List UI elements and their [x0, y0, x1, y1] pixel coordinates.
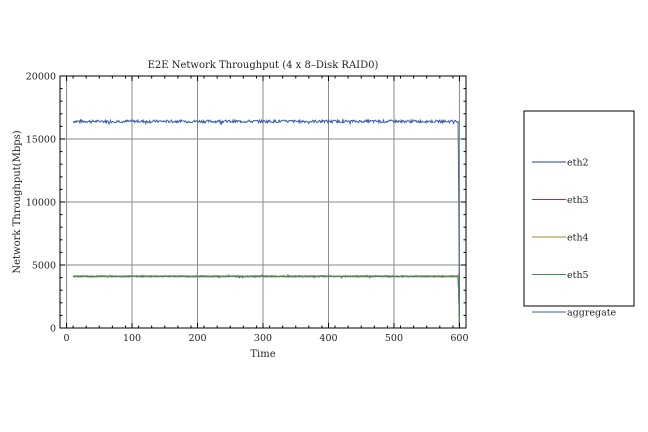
legend-label-aggregate: aggregate	[567, 308, 617, 319]
y-tick-label: 0	[50, 324, 56, 335]
legend-label-eth3: eth3	[567, 195, 589, 206]
legend-box	[523, 110, 635, 307]
chart-title: E2E Network Throughput (4 x 8–Disk RAID0…	[148, 60, 379, 71]
x-axis-label: Time	[250, 349, 275, 360]
series-layer	[72, 118, 460, 329]
x-tick-label: 400	[319, 333, 337, 344]
y-axis-label: Network Throughput(Mbps)	[12, 130, 23, 273]
x-tick-label: 0	[64, 333, 70, 344]
x-tick-label: 100	[123, 333, 141, 344]
x-tick-label: 300	[254, 333, 272, 344]
legend-label-eth2: eth2	[567, 158, 589, 169]
legend-label-eth4: eth4	[567, 233, 589, 244]
x-tick-label: 600	[450, 333, 468, 344]
y-tick-label: 5000	[32, 261, 56, 272]
legend: eth2 eth3 eth4 eth5 aggregate	[523, 110, 635, 319]
legend-items: eth2 eth3 eth4 eth5 aggregate	[532, 158, 617, 319]
series-line-aggregate	[72, 118, 460, 329]
x-tick-label: 200	[188, 333, 206, 344]
x-tick-label: 500	[385, 333, 403, 344]
y-tick-label: 15000	[26, 135, 56, 146]
legend-label-eth5: eth5	[567, 270, 589, 281]
axis-ticks: 0 100 200 300 400 500 600 0 5000 10000 15000 20000	[26, 72, 469, 345]
series-line-eth5	[72, 274, 460, 329]
y-tick-label: 10000	[26, 198, 56, 209]
y-tick-label: 20000	[26, 72, 56, 83]
